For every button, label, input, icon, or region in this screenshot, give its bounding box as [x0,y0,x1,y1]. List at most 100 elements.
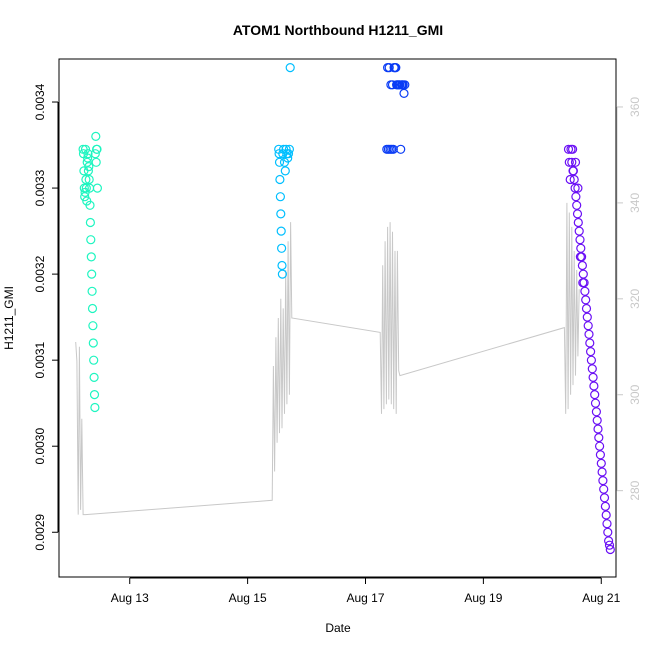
series-1 [78,131,103,413]
data-point [82,157,92,167]
data-point [593,424,603,434]
data-point [598,476,608,486]
data-point [283,149,294,159]
data-point [284,144,294,154]
y-tick-label: 0.0032 [33,255,47,292]
data-point [80,192,90,202]
data-point [84,174,94,185]
data-point [567,144,578,154]
data-point [594,441,605,451]
x-tick-label: Aug 17 [346,591,384,605]
data-point [590,398,601,408]
data-point [563,144,574,154]
plot-frame [58,58,617,578]
data-point [277,260,287,271]
data-point [569,174,579,185]
data-point [83,149,93,159]
data-point [581,295,591,305]
data-point [585,347,596,357]
data-point [582,312,592,322]
data-point [275,192,285,202]
series-4 [563,144,615,555]
data-point [581,303,592,314]
data-point [280,166,290,176]
data-point [570,183,580,193]
data-point [604,540,615,550]
chart-title: ATOM1 Northbound H1211_GMI [233,22,443,38]
data-point [568,166,578,176]
data-point [274,157,285,167]
data-point [277,243,287,253]
data-point [585,338,595,348]
y2-tick-label: 300 [628,384,642,404]
y2-tick-label: 320 [628,288,642,308]
data-point [89,390,100,400]
x-tick-label: Aug 15 [229,591,267,605]
data-point [90,149,100,159]
data-point [88,338,98,348]
data-point [281,144,291,154]
data-point [391,62,401,73]
data-point [90,402,100,413]
data-point [80,144,91,154]
data-point [577,260,588,271]
data-point [599,493,610,503]
data-point [89,372,99,382]
data-point [285,62,295,73]
data-point [86,252,96,262]
data-point [85,217,96,228]
data-point [92,144,102,154]
data-point [87,286,97,296]
data-point [603,527,613,537]
y-tick-label: 0.0033 [33,169,47,206]
y-tick-label: 0.0029 [33,514,47,551]
data-point [88,321,98,331]
x-tick-label: Aug 13 [111,591,149,605]
data-point [575,252,586,262]
y-tick-label: 0.0034 [33,83,47,120]
data-point [276,226,286,236]
series-3 [382,62,410,154]
data-point [87,303,98,314]
data-point [277,269,287,279]
data-point [91,157,101,167]
data-point [578,269,588,279]
y-tick-label: 0.0031 [33,341,47,378]
data-point [578,278,588,288]
data-point [83,166,94,176]
data-point [588,372,598,382]
data-point [594,433,604,443]
data-point [275,174,285,185]
data-point [564,157,574,167]
data-point [572,209,583,219]
data-point [591,407,602,417]
y-tick-label: 0.0030 [33,428,47,465]
data-point [575,235,585,245]
data-point [576,243,586,253]
data-point [590,390,600,400]
x-tick-label: Aug 21 [582,591,620,605]
y-axis-left: 0.0029 0.0030 0.0031 0.0032 0.0033 0.0034 [33,83,59,551]
y2-tick-label: 360 [628,97,642,117]
line-layer [75,202,580,516]
data-point [81,183,91,193]
data-point [572,200,582,210]
data-point [387,80,398,90]
y2-tick-label: 280 [628,480,642,500]
data-point [84,162,94,172]
data-point [573,217,583,228]
data-point [602,519,612,529]
data-point [82,153,93,163]
data-point [384,62,394,73]
data-point [87,269,97,279]
data-point [592,415,602,425]
data-point [580,286,590,296]
data-point [571,192,581,202]
data-point [573,183,583,193]
y-axis-label: H1211_GMI [2,286,16,350]
data-point [85,200,95,210]
data-point [89,355,99,365]
data-point [583,321,593,331]
x-tick-label: Aug 19 [464,591,502,605]
series-line-right [75,202,580,516]
